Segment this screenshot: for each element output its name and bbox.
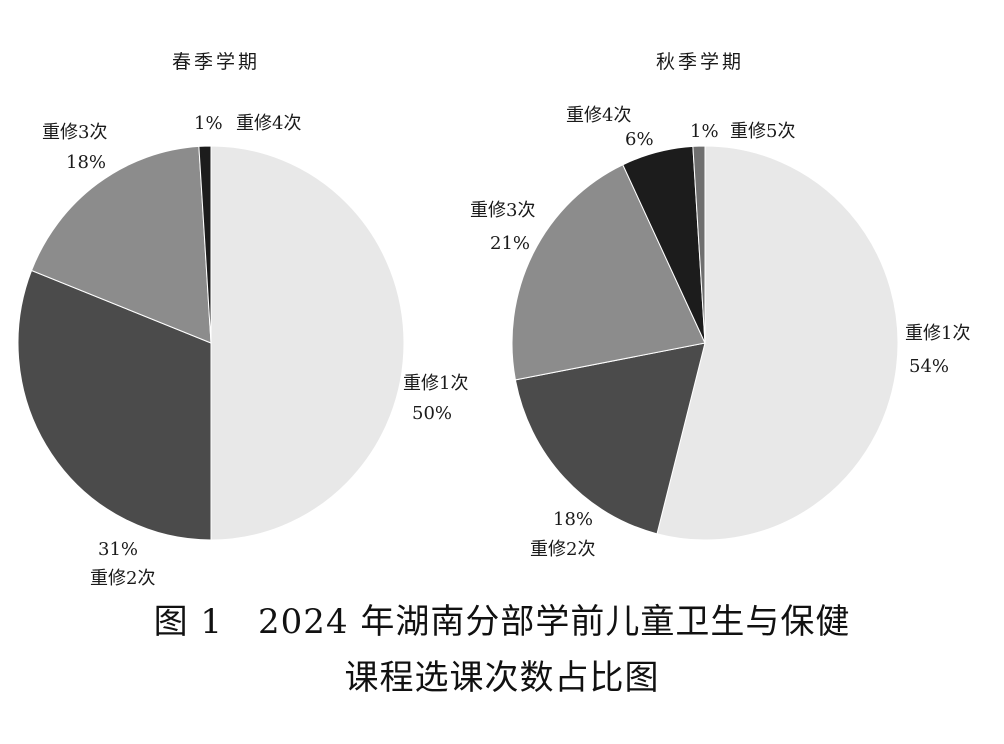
spring-value-retake-1: 50% <box>412 403 452 424</box>
autumn-semester-pie-chart: 秋季学期 重修1次 54% 18% 重修2次 重修3次 21% 重修4次 6% … <box>470 51 970 560</box>
autumn-slice-retake-2 <box>514 342 706 535</box>
figure-caption-line-2: 课程选课次数占比图 <box>344 658 660 698</box>
autumn-value-retake-2: 18% <box>553 509 593 530</box>
autumn-value-retake-4: 6% <box>625 129 654 150</box>
autumn-slice-retake-5 <box>692 145 706 344</box>
autumn-label-retake-3: 重修3次 <box>470 200 535 221</box>
autumn-label-retake-1: 重修1次 <box>905 323 970 344</box>
spring-value-retake-3: 18% <box>66 152 106 173</box>
spring-chart-title: 春季学期 <box>172 51 260 73</box>
spring-slice-retake-2 <box>17 269 212 541</box>
spring-slice-retake-1 <box>210 145 405 541</box>
autumn-value-retake-3: 21% <box>490 233 530 254</box>
spring-semester-pie-chart: 春季学期 重修1次 50% 31% 重修2次 重修3次 18% 1% 重修4次 <box>17 51 468 589</box>
autumn-pie-slices <box>511 145 899 541</box>
autumn-value-retake-5: 1% <box>690 121 719 142</box>
spring-label-retake-2: 重修2次 <box>90 568 155 589</box>
autumn-slice-retake-3 <box>511 164 706 381</box>
spring-slice-retake-4 <box>198 145 212 344</box>
autumn-value-retake-1: 54% <box>909 356 949 377</box>
spring-label-retake-4: 重修4次 <box>236 113 301 134</box>
spring-slice-retake-3 <box>30 145 212 344</box>
autumn-label-retake-2: 重修2次 <box>530 539 595 560</box>
spring-pie-slices <box>17 145 405 541</box>
autumn-slice-retake-1 <box>656 145 899 541</box>
spring-value-retake-2: 31% <box>98 539 138 560</box>
autumn-chart-title: 秋季学期 <box>656 51 744 73</box>
figure-caption-line-1: 图 1 2024 年湖南分部学前儿童卫生与保健 <box>153 602 851 642</box>
autumn-label-retake-5: 重修5次 <box>730 121 795 142</box>
autumn-label-retake-4: 重修4次 <box>566 105 631 126</box>
spring-label-retake-1: 重修1次 <box>403 373 468 394</box>
spring-label-retake-3: 重修3次 <box>42 122 107 143</box>
spring-value-retake-4: 1% <box>194 113 223 134</box>
